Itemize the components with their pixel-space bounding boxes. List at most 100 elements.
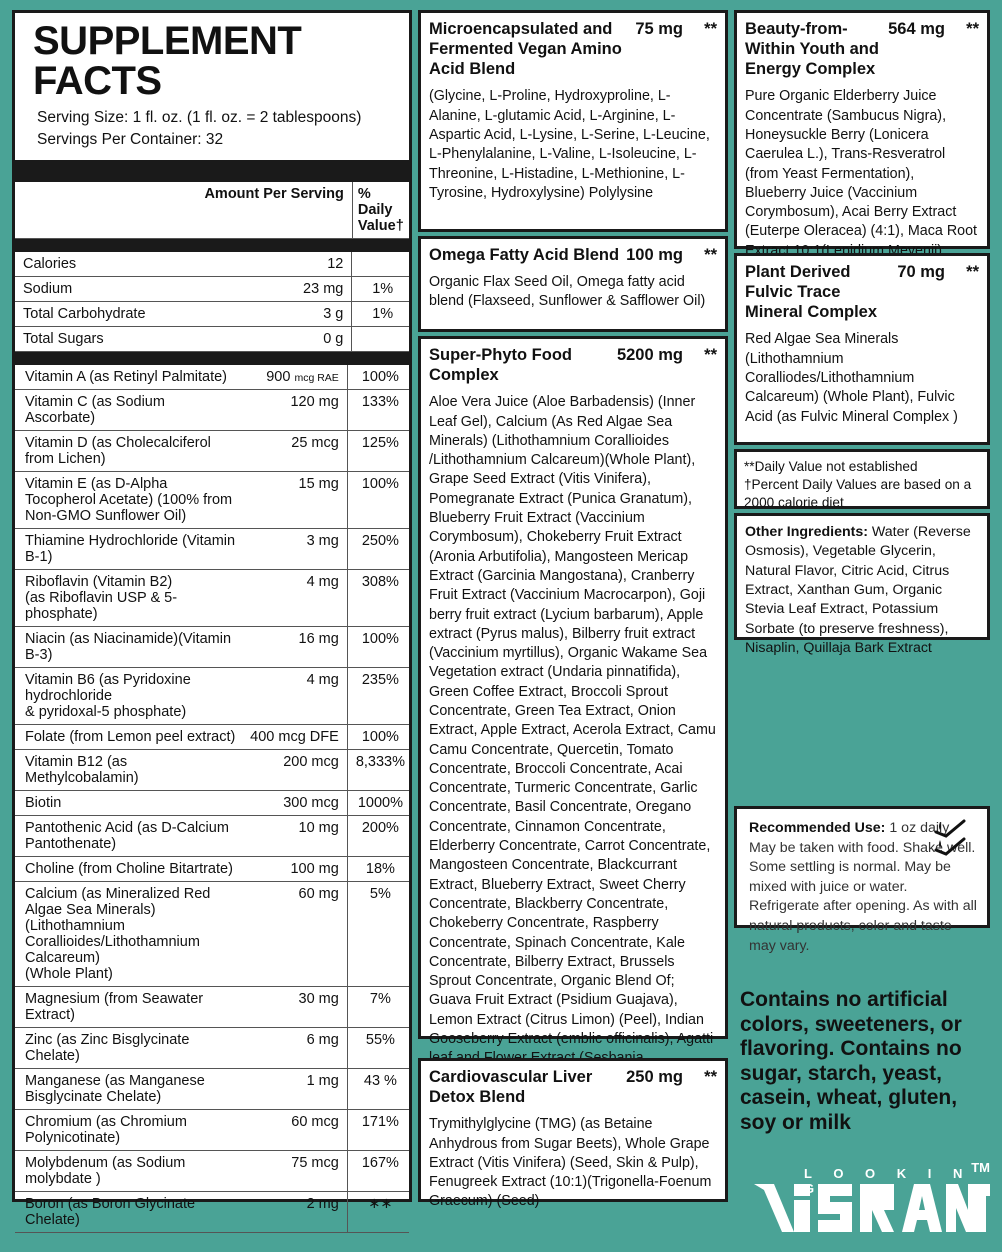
recommended-use-panel: Recommended Use: 1 oz daily May be taken… <box>734 806 990 954</box>
nutrient-name: Total Sugars <box>23 330 104 347</box>
beauty-blend-ingredients: Pure Organic Elderberry Juice Concentrat… <box>745 88 978 278</box>
phyto-blend-dv: ** <box>704 346 717 364</box>
table-row: Vitamin E (as D-Alpha Tocopherol Acetate… <box>15 471 409 529</box>
nutrient-amount: 25 mcg <box>291 434 339 451</box>
table-row: Calcium (as Mineralized Red Algae Sea Mi… <box>15 881 409 987</box>
cardio-detox-panel: Cardiovascular Liver Detox Blend 250 mg … <box>418 1058 728 1209</box>
other-ingredients-list: Water (Reverse Osmosis), Vegetable Glyce… <box>745 524 971 656</box>
table-row: Magnesium (from Seawater Extract) 30 mg 7% <box>15 986 409 1028</box>
nutrient-name: Vitamin C (as Sodium Ascorbate) <box>25 393 165 426</box>
vitamins-minerals-table: Vitamin A (as Retinyl Palmitate) 900 mcg … <box>15 364 409 1233</box>
nutrient-name: Pantothenic Acid (as D-Calcium Pantothen… <box>25 819 229 852</box>
nutrient-amount: 10 mg <box>298 819 339 836</box>
nutrient-amount: 120 mg <box>290 393 339 410</box>
recommended-use-text: Recommended Use: 1 oz daily May be taken… <box>749 819 977 956</box>
nutrient-amount: 23 mg <box>303 280 344 297</box>
divider-bar-vitamins <box>15 351 409 365</box>
beauty-blend-name: Beauty-from-Within Youth and Energy Comp… <box>745 20 879 79</box>
nutrient-name: Vitamin D (as Cholecalciferol from Liche… <box>25 434 211 467</box>
table-row: Total Carbohydrate 3 g 1% <box>15 301 409 327</box>
nutrient-daily-value: 8,333% <box>346 749 409 791</box>
table-row: Total Sugars 0 g <box>15 326 409 352</box>
nutrient-amount: 900 mcg RAE <box>266 368 339 385</box>
nutrient-name: Total Carbohydrate <box>23 305 146 322</box>
nutrient-name: Boron (as Boron Glycinate Chelate) <box>25 1195 196 1228</box>
amino-blend-header: Microencapsulated and Fermented Vegan Am… <box>421 13 725 81</box>
nutrient-name: Thiamine Hydrochloride (Vitamin B-1) <box>25 532 236 565</box>
amino-blend-ingredients: (Glycine, L-Proline, Hydroxyproline, L-A… <box>429 88 710 201</box>
nutrient-amount: 12 <box>327 255 344 272</box>
nutrient-daily-value: 167% <box>346 1150 409 1192</box>
nutrient-daily-value: 100% <box>346 471 409 529</box>
nutrient-daily-value: 55% <box>346 1027 409 1069</box>
fulvic-blend-amount: 70 mg <box>897 263 945 281</box>
nutrient-amount: 60 mcg <box>291 1113 339 1130</box>
header-daily-value: % Daily Value† <box>351 181 409 239</box>
nutrient-daily-value: 308% <box>346 569 409 627</box>
nutrient-daily-value: 200% <box>346 815 409 857</box>
other-ingredients-text: Other Ingredients: Water (Reverse Osmosi… <box>737 516 987 665</box>
amino-blend-dv: ** <box>704 20 717 38</box>
nutrient-amount: 400 mcg DFE <box>250 728 339 745</box>
table-row: Sodium 23 mg 1% <box>15 276 409 302</box>
nutrient-daily-value: 171% <box>346 1109 409 1151</box>
nutrient-name: Riboflavin (Vitamin B2) (as Riboflavin US… <box>25 573 178 622</box>
omega-blend-name: Omega Fatty Acid Blend <box>429 246 620 264</box>
table-row: Vitamin A (as Retinyl Palmitate) 900 mcg … <box>15 364 409 390</box>
other-ingredients-panel: Other Ingredients: Water (Reverse Osmosi… <box>734 513 990 656</box>
trademark-symbol: TM <box>971 1160 990 1175</box>
nutrient-daily-value <box>351 326 409 352</box>
header-blank <box>15 182 196 239</box>
table-row: Zinc (as Zinc Bisglycinate Chelate) 6 mg 5… <box>15 1027 409 1069</box>
table-row: Calories 12 <box>15 251 409 277</box>
table-row: Molybdenum (as Sodium molybdate ) 75 mcg 1… <box>15 1150 409 1192</box>
table-row: Thiamine Hydrochloride (Vitamin B-1) 3 mg… <box>15 528 409 570</box>
nutrient-amount: 4 mg <box>306 573 339 590</box>
nutrient-daily-value: 250% <box>346 528 409 570</box>
omega-blend-panel: Omega Fatty Acid Blend 100 mg ** Organic… <box>418 236 728 332</box>
nutrient-amount: 4 mg <box>306 671 339 688</box>
nutrient-daily-value: 100% <box>346 626 409 668</box>
nutrient-daily-value: 235% <box>346 667 409 725</box>
amino-blend-amount: 75 mg <box>635 20 683 38</box>
nutrient-amount: 6 mg <box>306 1031 339 1048</box>
fulvic-mineral-panel: Plant Derived Fulvic Trace Mineral Compl… <box>734 253 990 445</box>
nutrient-name: Sodium <box>23 280 73 297</box>
divider-bar-mid <box>15 238 409 252</box>
cardio-blend-ingredients: Trymithylglycine (TMG) (as Betaine Anhyd… <box>429 1116 712 1210</box>
brand-logo: L O O K I N G TM <box>752 1160 990 1240</box>
beauty-blend-header: Beauty-from-Within Youth and Energy Comp… <box>737 13 987 81</box>
fulvic-blend-header: Plant Derived Fulvic Trace Mineral Compl… <box>737 256 987 324</box>
nutrient-amount: 100 mg <box>290 860 339 877</box>
table-row: Niacin (as Niacinamide)(Vitamin B-3) 16 m… <box>15 626 409 668</box>
nutrient-name: Chromium (as Chromium Polynicotinate) <box>25 1113 187 1146</box>
nutrient-daily-value: 18% <box>346 856 409 882</box>
table-row: Chromium (as Chromium Polynicotinate) 60 … <box>15 1109 409 1151</box>
omega-blend-header: Omega Fatty Acid Blend 100 mg ** <box>421 239 725 267</box>
omega-blend-ingredients: Organic Flax Seed Oil, Omega fatty acid … <box>429 274 706 310</box>
table-row: Vitamin D (as Cholecalciferol from Liche… <box>15 430 409 472</box>
nutrient-name: Calcium (as Mineralized Red Algae Sea Mi… <box>25 885 211 982</box>
table-row: Choline (from Choline Bitartrate) 100 mg 1… <box>15 856 409 882</box>
nutrient-name: Choline (from Choline Bitartrate) <box>25 860 233 877</box>
omega-blend-dv: ** <box>704 246 717 264</box>
table-row: Vitamin B6 (as Pyridoxine hydrochloride &… <box>15 667 409 725</box>
nutrient-daily-value: 43 % <box>346 1068 409 1110</box>
other-ingredients-label: Other Ingredients: <box>745 524 868 540</box>
nutrient-daily-value: 1% <box>351 301 409 327</box>
super-phyto-panel: Super-Phyto Food Complex 5200 mg ** Aloe… <box>418 336 728 1105</box>
nutrient-name: Manganese (as Manganese Bisglycinate Che… <box>25 1072 205 1105</box>
table-row: Boron (as Boron Glycinate Chelate) 2 mg ∗∗ <box>15 1191 409 1233</box>
nutrient-header-table: Amount Per Serving % Daily Value† <box>15 181 409 239</box>
nutrient-name: Magnesium (from Seawater Extract) <box>25 990 204 1023</box>
nutrient-unit: mcg RAE <box>294 371 339 384</box>
omega-blend-amount: 100 mg <box>626 246 683 264</box>
nutrient-amount: 1 mg <box>306 1072 339 1089</box>
nutrient-amount: 15 mg <box>298 475 339 492</box>
beauty-blend-dv: ** <box>966 20 979 38</box>
phyto-blend-header: Super-Phyto Food Complex 5200 mg ** <box>421 339 725 387</box>
divider-bar-top <box>15 159 409 182</box>
amino-blend-name: Microencapsulated and Fermented Vegan Am… <box>429 20 622 79</box>
servings-per-container: Servings Per Container: 32 <box>37 131 224 149</box>
